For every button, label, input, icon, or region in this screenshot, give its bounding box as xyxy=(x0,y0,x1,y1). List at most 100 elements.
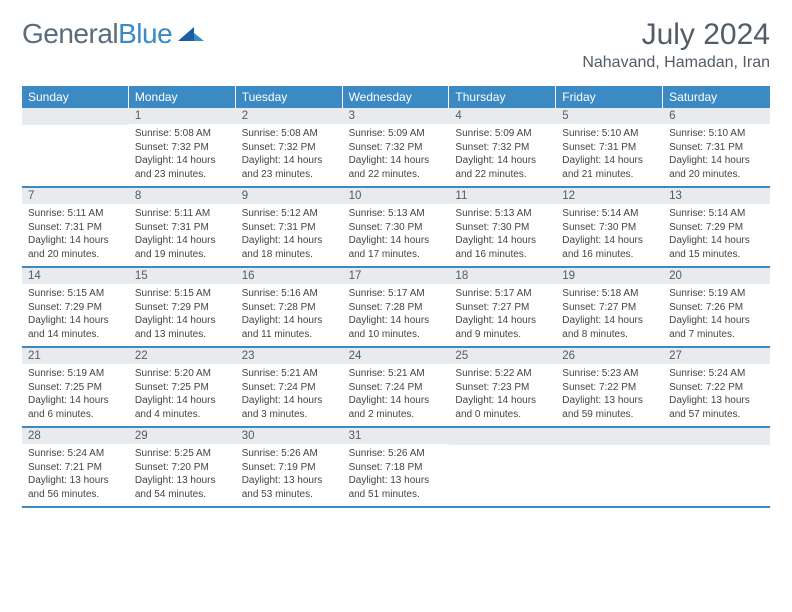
day-line: Sunset: 7:32 PM xyxy=(135,141,230,155)
day-body: Sunrise: 5:24 AMSunset: 7:21 PMDaylight:… xyxy=(22,444,129,504)
day-line: Sunrise: 5:10 AM xyxy=(669,127,764,141)
day-line: and 14 minutes. xyxy=(28,328,123,342)
title-block: July 2024 Nahavand, Hamadan, Iran xyxy=(582,18,770,72)
day-cell: 18Sunrise: 5:17 AMSunset: 7:27 PMDayligh… xyxy=(449,268,556,346)
day-line: and 6 minutes. xyxy=(28,408,123,422)
day-number: 27 xyxy=(663,348,770,364)
day-line: Sunset: 7:32 PM xyxy=(349,141,444,155)
day-number: 8 xyxy=(129,188,236,204)
day-line: Sunrise: 5:15 AM xyxy=(28,287,123,301)
day-number: 11 xyxy=(449,188,556,204)
day-line: Daylight: 14 hours xyxy=(669,314,764,328)
day-number: 10 xyxy=(343,188,450,204)
logo: GeneralBlue xyxy=(22,18,206,50)
day-number: 31 xyxy=(343,428,450,444)
day-line: Daylight: 14 hours xyxy=(562,234,657,248)
day-line: Daylight: 14 hours xyxy=(135,234,230,248)
day-line: Sunrise: 5:13 AM xyxy=(349,207,444,221)
day-body: Sunrise: 5:12 AMSunset: 7:31 PMDaylight:… xyxy=(236,204,343,264)
day-number: 9 xyxy=(236,188,343,204)
day-cell: 24Sunrise: 5:21 AMSunset: 7:24 PMDayligh… xyxy=(343,348,450,426)
day-number: 4 xyxy=(449,108,556,124)
day-line: Daylight: 13 hours xyxy=(28,474,123,488)
day-line: Daylight: 14 hours xyxy=(28,394,123,408)
day-line: Sunset: 7:28 PM xyxy=(349,301,444,315)
day-body: Sunrise: 5:25 AMSunset: 7:20 PMDaylight:… xyxy=(129,444,236,504)
day-line: Daylight: 14 hours xyxy=(349,394,444,408)
day-number: 24 xyxy=(343,348,450,364)
day-body: Sunrise: 5:22 AMSunset: 7:23 PMDaylight:… xyxy=(449,364,556,424)
day-line: Sunrise: 5:08 AM xyxy=(135,127,230,141)
day-line: Sunset: 7:23 PM xyxy=(455,381,550,395)
day-number: 28 xyxy=(22,428,129,444)
day-number: 18 xyxy=(449,268,556,284)
dow-header: Saturday xyxy=(663,86,770,108)
day-number: 7 xyxy=(22,188,129,204)
day-line: Sunrise: 5:24 AM xyxy=(669,367,764,381)
day-line: and 22 minutes. xyxy=(455,168,550,182)
day-line: and 17 minutes. xyxy=(349,248,444,262)
day-line: Sunrise: 5:21 AM xyxy=(349,367,444,381)
day-line: Sunrise: 5:24 AM xyxy=(28,447,123,461)
day-cell: 29Sunrise: 5:25 AMSunset: 7:20 PMDayligh… xyxy=(129,428,236,506)
week-row: 7Sunrise: 5:11 AMSunset: 7:31 PMDaylight… xyxy=(22,188,770,268)
day-line: Daylight: 14 hours xyxy=(349,234,444,248)
day-body: Sunrise: 5:21 AMSunset: 7:24 PMDaylight:… xyxy=(343,364,450,424)
day-line: Daylight: 14 hours xyxy=(669,154,764,168)
dow-header: Monday xyxy=(129,86,236,108)
day-body: Sunrise: 5:19 AMSunset: 7:26 PMDaylight:… xyxy=(663,284,770,344)
day-line: and 10 minutes. xyxy=(349,328,444,342)
day-body: Sunrise: 5:14 AMSunset: 7:30 PMDaylight:… xyxy=(556,204,663,264)
day-line: Sunset: 7:32 PM xyxy=(455,141,550,155)
day-line: Daylight: 14 hours xyxy=(455,234,550,248)
day-cell: 2Sunrise: 5:08 AMSunset: 7:32 PMDaylight… xyxy=(236,108,343,186)
day-line: Sunset: 7:32 PM xyxy=(242,141,337,155)
day-body: Sunrise: 5:19 AMSunset: 7:25 PMDaylight:… xyxy=(22,364,129,424)
day-cell: 5Sunrise: 5:10 AMSunset: 7:31 PMDaylight… xyxy=(556,108,663,186)
day-line: Daylight: 14 hours xyxy=(455,394,550,408)
day-body: Sunrise: 5:16 AMSunset: 7:28 PMDaylight:… xyxy=(236,284,343,344)
day-line: Sunset: 7:25 PM xyxy=(135,381,230,395)
day-line: Sunset: 7:24 PM xyxy=(242,381,337,395)
day-line: Sunrise: 5:11 AM xyxy=(28,207,123,221)
week-row: 1Sunrise: 5:08 AMSunset: 7:32 PMDaylight… xyxy=(22,108,770,188)
day-number: 19 xyxy=(556,268,663,284)
day-line: Sunset: 7:19 PM xyxy=(242,461,337,475)
day-line: and 16 minutes. xyxy=(455,248,550,262)
day-number: 23 xyxy=(236,348,343,364)
day-line: Sunset: 7:22 PM xyxy=(562,381,657,395)
day-number: 22 xyxy=(129,348,236,364)
day-line: Daylight: 13 hours xyxy=(135,474,230,488)
day-line: Sunrise: 5:10 AM xyxy=(562,127,657,141)
day-cell: 27Sunrise: 5:24 AMSunset: 7:22 PMDayligh… xyxy=(663,348,770,426)
day-cell: 28Sunrise: 5:24 AMSunset: 7:21 PMDayligh… xyxy=(22,428,129,506)
day-number: 15 xyxy=(129,268,236,284)
day-cell: 16Sunrise: 5:16 AMSunset: 7:28 PMDayligh… xyxy=(236,268,343,346)
day-line: Daylight: 14 hours xyxy=(242,394,337,408)
day-number: 3 xyxy=(343,108,450,124)
day-line: Sunset: 7:30 PM xyxy=(562,221,657,235)
day-body: Sunrise: 5:24 AMSunset: 7:22 PMDaylight:… xyxy=(663,364,770,424)
day-number: 21 xyxy=(22,348,129,364)
day-line: Sunset: 7:27 PM xyxy=(562,301,657,315)
day-cell: 14Sunrise: 5:15 AMSunset: 7:29 PMDayligh… xyxy=(22,268,129,346)
day-line: Sunrise: 5:12 AM xyxy=(242,207,337,221)
day-line: Daylight: 14 hours xyxy=(135,394,230,408)
day-body: Sunrise: 5:09 AMSunset: 7:32 PMDaylight:… xyxy=(449,124,556,184)
day-line: Sunrise: 5:15 AM xyxy=(135,287,230,301)
day-line: and 54 minutes. xyxy=(135,488,230,502)
day-number: 14 xyxy=(22,268,129,284)
day-line: Daylight: 14 hours xyxy=(562,314,657,328)
day-line: and 51 minutes. xyxy=(349,488,444,502)
day-body: Sunrise: 5:26 AMSunset: 7:19 PMDaylight:… xyxy=(236,444,343,504)
calendar: SundayMondayTuesdayWednesdayThursdayFrid… xyxy=(22,86,770,508)
day-body: Sunrise: 5:23 AMSunset: 7:22 PMDaylight:… xyxy=(556,364,663,424)
day-cell: 3Sunrise: 5:09 AMSunset: 7:32 PMDaylight… xyxy=(343,108,450,186)
day-cell: 6Sunrise: 5:10 AMSunset: 7:31 PMDaylight… xyxy=(663,108,770,186)
header: GeneralBlue July 2024 Nahavand, Hamadan,… xyxy=(22,18,770,72)
day-line: Sunrise: 5:19 AM xyxy=(28,367,123,381)
day-line: and 19 minutes. xyxy=(135,248,230,262)
day-cell: 21Sunrise: 5:19 AMSunset: 7:25 PMDayligh… xyxy=(22,348,129,426)
day-line: Sunrise: 5:17 AM xyxy=(455,287,550,301)
day-number xyxy=(22,108,129,125)
